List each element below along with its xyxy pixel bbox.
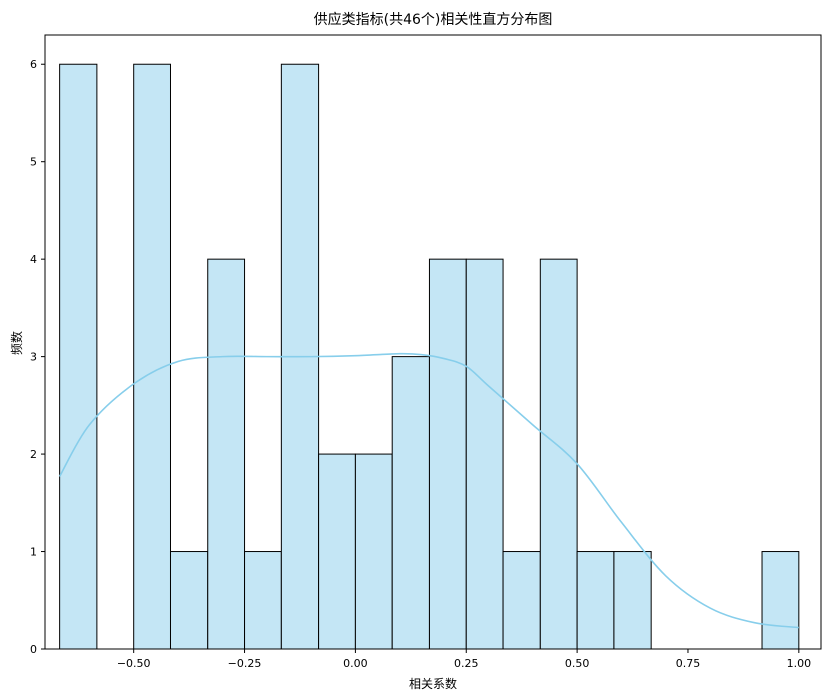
kde-curve (58, 352, 799, 629)
histogram-bar (207, 258, 246, 650)
x-tick-label: 0.25 (454, 657, 479, 670)
x-tick-label: −0.25 (228, 657, 262, 670)
y-tick-label: 6 (30, 58, 37, 71)
histogram-bar (576, 551, 615, 650)
x-axis-ticks: −0.50 −0.25 0.00 0.25 0.50 0.75 1.00 (117, 649, 811, 670)
x-tick-label: 1.00 (787, 657, 812, 670)
x-tick-label: 0.50 (565, 657, 590, 670)
y-tick-label: 1 (30, 546, 37, 559)
histogram-bar (613, 551, 652, 650)
histogram-bar (761, 551, 800, 650)
x-tick-label: 0.00 (343, 657, 368, 670)
histogram-bar (244, 551, 282, 650)
axes-frame (44, 34, 822, 650)
y-axis-ticks: 0 1 2 3 4 5 6 (30, 58, 45, 656)
histogram-bar (539, 258, 578, 650)
histogram-bar (59, 63, 98, 650)
y-tick-label: 3 (30, 351, 37, 364)
histogram-bar (502, 551, 541, 650)
y-tick-label: 0 (30, 643, 37, 656)
histogram-bar (133, 63, 171, 650)
histogram-bar (169, 551, 209, 650)
x-tick-label: −0.50 (117, 657, 151, 670)
y-tick-label: 2 (30, 448, 37, 461)
histogram-bar (428, 258, 467, 650)
histogram-bar (465, 258, 504, 650)
x-axis-label: 相关系数 (409, 676, 457, 691)
y-tick-label: 5 (30, 156, 37, 169)
y-tick-label: 4 (30, 253, 37, 266)
histogram-bar (318, 453, 356, 650)
bars-group (59, 63, 800, 650)
histogram-bar (354, 453, 393, 650)
y-axis-label: 频数 (9, 331, 24, 355)
x-tick-label: 0.75 (676, 657, 701, 670)
histogram-bar (391, 356, 430, 650)
chart-title: 供应类指标(共46个)相关性直方分布图 (314, 11, 553, 28)
